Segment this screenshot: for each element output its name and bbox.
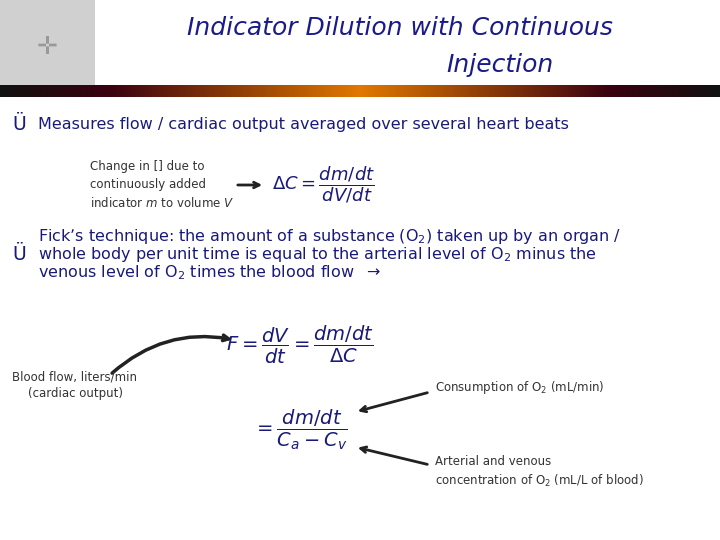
Text: $F = \dfrac{dV}{dt} = \dfrac{dm/dt}{\Delta C}$: $F = \dfrac{dV}{dt} = \dfrac{dm/dt}{\Del…: [226, 324, 374, 366]
Text: $= \dfrac{dm/dt}{C_a - C_v}$: $= \dfrac{dm/dt}{C_a - C_v}$: [253, 408, 347, 452]
Text: $\Delta C = \dfrac{dm/dt}{dV/dt}$: $\Delta C = \dfrac{dm/dt}{dV/dt}$: [272, 165, 375, 205]
Text: Indicator Dilution with Continuous: Indicator Dilution with Continuous: [187, 16, 613, 40]
Text: Blood flow, liters/min
(cardiac output): Blood flow, liters/min (cardiac output): [12, 370, 138, 400]
Text: Change in [] due to
continuously added
indicator $m$ to volume $V$: Change in [] due to continuously added i…: [90, 160, 234, 210]
Text: whole body per unit time is equal to the arterial level of O$_2$ minus the: whole body per unit time is equal to the…: [38, 246, 597, 265]
Bar: [0, 0, 95, 95]
Text: Fick’s technique: the amount of a substance (O$_2$) taken up by an organ /: Fick’s technique: the amount of a substa…: [38, 227, 621, 246]
Text: Measures flow / cardiac output averaged over several heart beats: Measures flow / cardiac output averaged …: [38, 118, 569, 132]
Text: Injection: Injection: [446, 53, 554, 77]
Text: ✛: ✛: [37, 36, 58, 59]
Text: Ü: Ü: [12, 116, 26, 134]
Text: Arterial and venous
concentration of O$_2$ (mL/L of blood): Arterial and venous concentration of O$_…: [435, 455, 644, 489]
Text: venous level of O$_2$ times the blood flow  $\rightarrow$: venous level of O$_2$ times the blood fl…: [38, 264, 381, 282]
Text: Ü: Ü: [12, 246, 26, 265]
Text: Consumption of O$_2$ (mL/min): Consumption of O$_2$ (mL/min): [435, 379, 605, 395]
